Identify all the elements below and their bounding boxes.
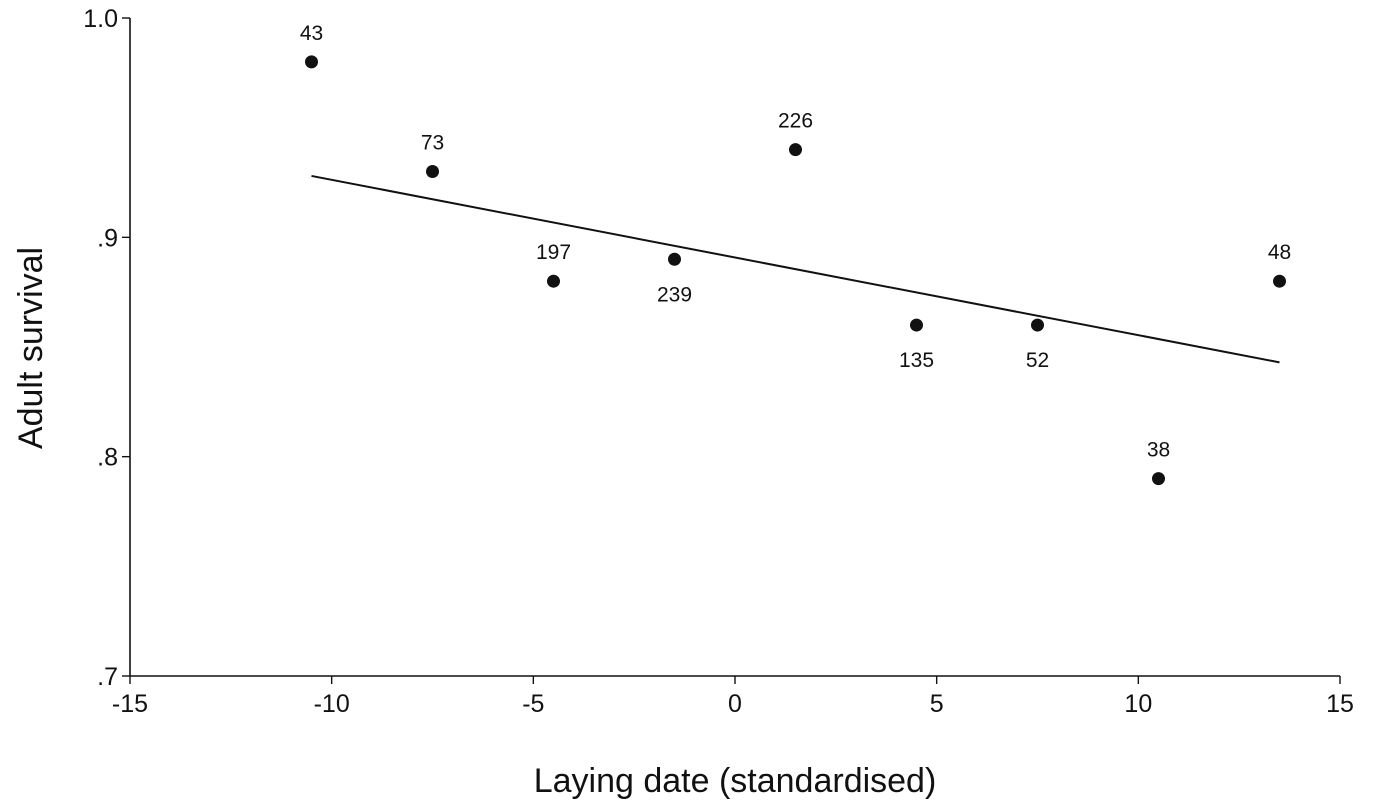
point-label: 135 [899,349,934,372]
x-tick-label: 5 [930,690,944,718]
data-point [1031,318,1044,332]
point-label: 239 [657,283,692,306]
x-tick-label: 10 [1124,690,1152,718]
data-point [1152,472,1165,486]
point-label: 43 [300,22,323,45]
y-tick-label: .9 [97,224,118,252]
x-tick-label: -15 [112,690,148,718]
point-label: 73 [421,132,444,155]
data-point [547,274,560,288]
ticks: -15 -10 -5 0 5 10 15 .7 .8 .9 1.0 [83,5,1354,718]
x-tick-label: -5 [522,690,544,718]
data-point [426,165,439,179]
point-label: 48 [1268,241,1291,264]
point-label: 52 [1026,349,1049,372]
data-point [789,143,802,157]
data-point [305,55,318,69]
trend-group [311,174,1280,364]
x-axis-title: Laying date (standardised) [534,762,937,800]
data-point [910,318,923,332]
y-tick-label: 1.0 [83,5,118,33]
y-tick-label: .7 [97,663,118,691]
data-point [1273,274,1286,288]
y-tick-label: .8 [97,444,118,472]
y-axis-title: Adult survival [12,247,50,449]
x-tick-label: 0 [728,690,742,718]
axes [129,18,1340,677]
x-tick-label: -10 [314,690,350,718]
trend-line [311,174,1280,364]
point-label: 38 [1147,439,1170,462]
points-group [305,55,1286,486]
data-labels-group: 43 73 197 239 226 135 52 38 48 [300,22,1291,462]
point-label: 226 [778,110,813,133]
point-label: 197 [536,241,571,264]
x-tick-label: 15 [1326,690,1354,718]
data-point [668,252,681,266]
